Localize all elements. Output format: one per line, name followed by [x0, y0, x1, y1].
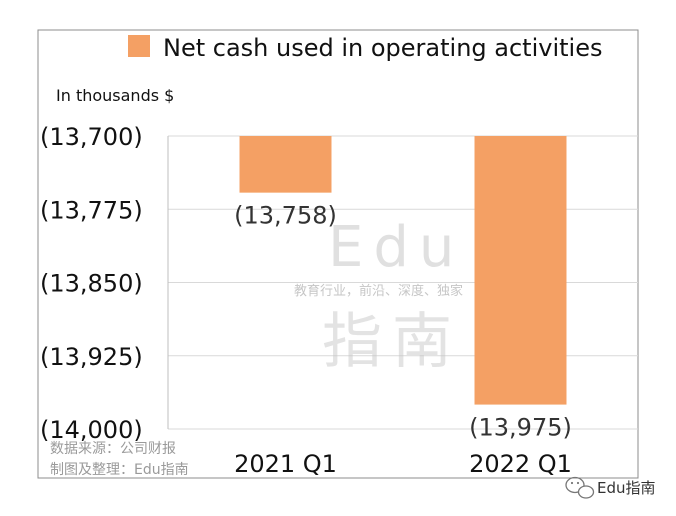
corner-brand: Edu指南 — [565, 476, 656, 499]
source-line-1: 数据来源：公司财报 — [50, 441, 176, 457]
legend-label: Net cash used in operating activities — [163, 34, 602, 62]
watermark: Edu 教育行业，前沿、深度、独家 指南 — [294, 215, 464, 377]
legend-swatch — [128, 35, 150, 57]
y-tick-label: (13,700) — [40, 123, 143, 151]
y-axis-ticks: (13,700) (13,775) (13,850) (13,925) (14,000) — [40, 123, 143, 444]
wechat-icon — [565, 476, 595, 499]
watermark-tagline: 教育行业，前沿、深度、独家 — [294, 283, 463, 299]
y-tick-label: (13,850) — [40, 270, 143, 298]
unit-label: In thousands $ — [56, 86, 174, 105]
y-tick-label: (14,000) — [40, 416, 143, 444]
gridlines — [167, 135, 638, 430]
bar — [474, 136, 567, 405]
bars — [239, 136, 567, 405]
x-category-label: 2022 Q1 — [469, 450, 572, 478]
y-tick-label: (13,775) — [40, 196, 143, 224]
legend: Net cash used in operating activities — [128, 34, 602, 62]
data-label: (13,975) — [469, 414, 572, 442]
source-line-2: 制图及整理：Edu指南 — [50, 462, 189, 478]
data-labels: (13,758) (13,975) — [234, 202, 572, 442]
chart-frame — [37, 29, 639, 479]
bar — [239, 136, 332, 193]
watermark-brand-latin: Edu — [328, 215, 464, 280]
x-axis-categories: 2021 Q1 2022 Q1 — [234, 450, 572, 478]
x-category-label: 2021 Q1 — [234, 450, 337, 478]
corner-brand-text: Edu指南 — [597, 479, 656, 497]
data-label: (13,758) — [234, 202, 337, 230]
watermark-brand-cn: 指南 — [322, 307, 462, 377]
y-tick-label: (13,925) — [40, 343, 143, 371]
